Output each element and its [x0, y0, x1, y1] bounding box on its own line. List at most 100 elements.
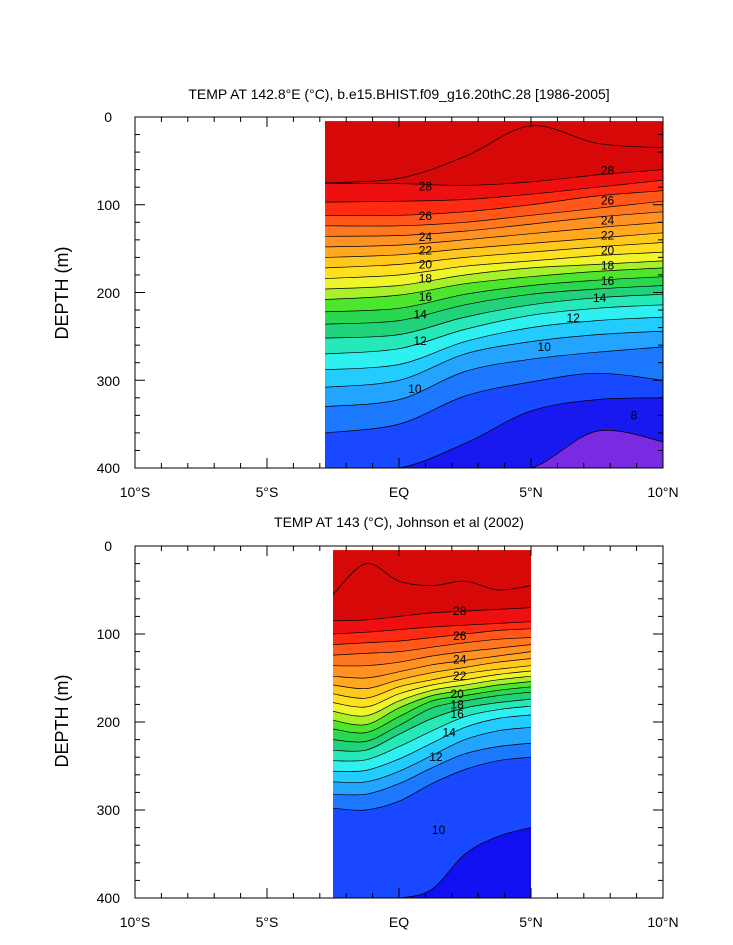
y-tick-label: 400	[97, 460, 121, 476]
contour-line	[325, 169, 663, 186]
panel-2-x-tick-labels: 10°S 5°S EQ 5°N 10°N	[120, 914, 679, 930]
contour-line	[325, 179, 663, 203]
contour-label: 22	[601, 228, 615, 242]
contour-line	[325, 276, 663, 313]
contour-label: 10	[408, 382, 422, 396]
contour-line	[325, 316, 663, 371]
contour-label: 16	[450, 707, 464, 721]
x-tick-label: EQ	[389, 914, 409, 930]
contour-line	[333, 563, 531, 595]
contour-band	[333, 550, 531, 595]
x-tick-label: 10°N	[647, 914, 678, 930]
panel-2-ylabel: DEPTH (m)	[52, 675, 72, 768]
contour-label: 10	[432, 823, 446, 837]
contour-label: 12	[567, 311, 581, 325]
contour-line	[333, 714, 531, 772]
contour-line	[325, 304, 663, 355]
contour-line	[333, 621, 531, 635]
y-tick-label: 400	[97, 890, 121, 906]
contour-line	[333, 637, 531, 656]
contour-line	[333, 698, 531, 752]
contour-line	[325, 346, 663, 407]
x-tick-label: EQ	[389, 484, 409, 500]
contour-line	[333, 670, 531, 708]
contour-label: 12	[413, 334, 427, 348]
panel-2-contour-labels: 28 26 24 22 20 18 16 14 12 10	[429, 604, 467, 837]
panel-2-title: TEMP AT 143 (°C), Johnson et al (2002)	[274, 514, 524, 530]
contour-label: 20	[601, 243, 615, 257]
contour-line	[333, 742, 531, 796]
contour-label: 24	[453, 653, 467, 667]
panel-1-contour-field	[325, 121, 663, 468]
x-tick-label: 5°N	[519, 484, 543, 500]
contour-label: 26	[419, 209, 433, 223]
y-tick-label: 100	[97, 197, 121, 213]
contour-line	[325, 293, 663, 339]
contour-line	[325, 260, 663, 290]
panel-1-title: TEMP AT 142.8°E (°C), b.e15.BHIST.f09_g1…	[188, 86, 609, 102]
contour-label: 28	[453, 604, 467, 618]
contour-label: 26	[453, 629, 467, 643]
panel-1: TEMP AT 142.8°E (°C), b.e15.BHIST.f09_g1…	[52, 86, 679, 500]
panel-1-ticks	[134, 116, 664, 469]
contour-line	[325, 429, 663, 468]
contour-label: 18	[419, 271, 433, 285]
x-tick-label: 5°N	[519, 914, 543, 930]
contour-line	[325, 251, 663, 279]
contour-label: 28	[601, 164, 615, 178]
contour-label: 24	[419, 230, 433, 244]
contour-line	[325, 330, 663, 388]
x-tick-label: 10°N	[647, 484, 678, 500]
contour-label: 20	[450, 687, 464, 701]
y-tick-label: 300	[97, 802, 121, 818]
contour-line	[333, 675, 531, 717]
panel-2: TEMP AT 143 (°C), Johnson et al (2002) D…	[52, 514, 679, 930]
panel-1-ylabel: DEPTH (m)	[52, 247, 72, 340]
contour-label: 16	[601, 274, 615, 288]
x-tick-label: 5°S	[256, 484, 279, 500]
contour-label: 28	[419, 179, 433, 193]
contour-line	[333, 705, 531, 762]
contour-label: 14	[413, 307, 427, 321]
contour-line	[325, 242, 663, 269]
contour-line	[325, 267, 663, 300]
panel-1-contour-labels: 28 28 26 26 24 24 22 22 20 20 18 18 16 1…	[408, 164, 638, 423]
contour-label: 18	[601, 258, 615, 272]
contour-line	[333, 686, 531, 734]
contour-line	[333, 665, 531, 699]
y-tick-label: 200	[97, 285, 121, 301]
contour-label: 26	[601, 193, 615, 207]
contour-line	[325, 211, 663, 237]
contour-label: 12	[429, 750, 443, 764]
y-tick-label: 0	[104, 109, 112, 125]
contour-line	[333, 651, 531, 679]
panel-1-x-tick-labels: 10°S 5°S EQ 5°N 10°N	[120, 484, 679, 500]
contour-line	[333, 726, 531, 783]
contour-band	[325, 121, 663, 183]
contour-label: 14	[442, 726, 456, 740]
panel-1-y-tick-labels: 0 100 200 300 400	[97, 109, 121, 476]
contour-label: 8	[631, 408, 638, 422]
y-tick-label: 200	[97, 714, 121, 730]
panel-2-contour-field	[333, 550, 531, 899]
contour-label: 22	[453, 669, 467, 683]
contour-line	[325, 232, 663, 258]
contour-line	[333, 691, 531, 743]
x-tick-label: 10°S	[120, 484, 151, 500]
contour-line	[325, 200, 663, 227]
contour-label: 20	[419, 257, 433, 271]
contour-label: 24	[601, 214, 615, 228]
x-tick-label: 10°S	[120, 914, 151, 930]
x-tick-label: 5°S	[256, 914, 279, 930]
contour-label: 18	[450, 697, 464, 711]
contour-label: 22	[419, 243, 433, 257]
panel-2-y-tick-labels: 0 100 200 300 400	[97, 538, 121, 906]
y-tick-label: 300	[97, 373, 121, 389]
contour-line	[325, 372, 663, 434]
contour-line	[325, 190, 663, 216]
contour-label: 16	[419, 290, 433, 304]
contour-line	[333, 756, 531, 811]
contour-label: 10	[538, 340, 552, 354]
contour-line	[333, 644, 531, 667]
